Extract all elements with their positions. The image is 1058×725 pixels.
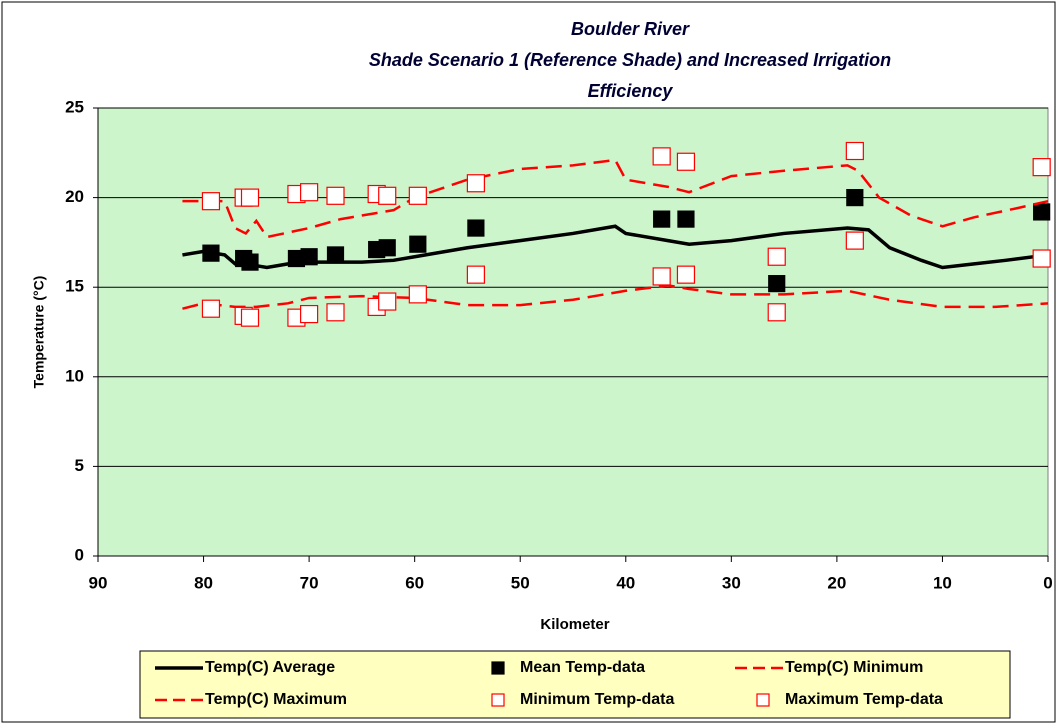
open-square <box>466 265 485 284</box>
filled-square <box>378 239 396 257</box>
open-square <box>1032 158 1051 177</box>
open-square <box>201 299 221 318</box>
y-tick-label: 15 <box>65 277 84 296</box>
y-tick-label: 10 <box>65 366 84 385</box>
open-square <box>240 188 260 207</box>
legend-label: Temp(C) Average <box>205 659 335 676</box>
filled-square <box>1033 203 1051 221</box>
filled-square <box>677 210 695 228</box>
filled-square <box>846 189 864 207</box>
open-square <box>466 174 485 193</box>
open-square <box>378 186 397 205</box>
x-tick-label: 70 <box>300 573 319 592</box>
open-square <box>652 267 671 286</box>
y-tick-label: 25 <box>65 97 84 116</box>
x-tick-label: 60 <box>405 573 424 592</box>
legend-label: Maximum Temp-data <box>785 691 943 708</box>
x-tick-label: 80 <box>194 573 213 592</box>
x-tick-label: 30 <box>722 573 741 592</box>
series-line <box>182 224 1049 270</box>
x-tick-label: 50 <box>511 573 530 592</box>
open-square <box>1032 249 1051 268</box>
legend-swatch <box>756 693 770 707</box>
legend-swatch <box>491 693 505 707</box>
filled-square <box>241 253 259 271</box>
legend-label: Minimum Temp-data <box>520 691 674 708</box>
open-square <box>408 285 427 304</box>
open-square <box>240 308 260 327</box>
open-square <box>767 247 786 266</box>
filled-square <box>326 246 345 264</box>
filled-square <box>202 244 220 262</box>
open-square <box>326 303 345 322</box>
x-tick-label: 10 <box>933 573 952 592</box>
open-square <box>201 192 221 211</box>
y-tick-label: 0 <box>75 545 84 564</box>
y-tick-label: 5 <box>75 456 84 475</box>
legend <box>139 650 1011 719</box>
legend-label: Temp(C) Maximum <box>205 691 347 708</box>
filled-square <box>467 219 485 237</box>
legend-swatch <box>491 661 505 675</box>
series-line <box>182 284 1049 310</box>
open-square <box>676 152 696 171</box>
filled-square <box>653 210 671 228</box>
filled-square <box>768 275 786 293</box>
x-tick-label: 40 <box>616 573 635 592</box>
open-square <box>676 265 696 284</box>
y-tick-label: 20 <box>65 187 84 206</box>
open-square <box>767 303 786 322</box>
x-tick-label: 0 <box>1043 573 1052 592</box>
series-line <box>182 158 1049 239</box>
chart-title: Shade Scenario 1 (Reference Shade) and I… <box>369 50 891 70</box>
plot-background <box>97 107 1049 557</box>
open-square <box>845 231 864 250</box>
x-axis-label: Kilometer <box>540 616 609 633</box>
legend-label: Mean Temp-data <box>520 659 645 676</box>
filled-square <box>409 235 427 253</box>
open-square <box>326 186 345 205</box>
open-square <box>845 141 864 161</box>
chart-title: Boulder River <box>571 19 690 39</box>
x-tick-label: 20 <box>827 573 846 592</box>
filled-square <box>300 248 318 266</box>
open-square <box>300 183 319 202</box>
x-tick-label: 90 <box>89 573 108 592</box>
y-axis-label: Temperature (°C) <box>31 276 47 389</box>
legend-label: Temp(C) Minimum <box>785 659 923 676</box>
open-square <box>378 292 397 311</box>
open-square <box>652 147 671 166</box>
open-square <box>300 304 319 324</box>
chart-title: Efficiency <box>588 81 674 101</box>
open-square <box>408 186 427 205</box>
